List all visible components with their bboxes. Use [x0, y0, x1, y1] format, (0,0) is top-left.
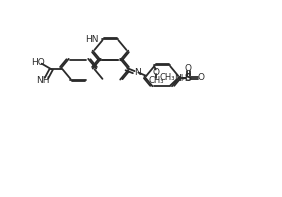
- Text: NH: NH: [174, 74, 188, 83]
- Text: O: O: [153, 68, 160, 77]
- Text: NH: NH: [36, 76, 50, 85]
- Text: O: O: [185, 64, 192, 73]
- Text: CH₃: CH₃: [160, 73, 175, 82]
- Text: S: S: [185, 73, 192, 83]
- Text: N: N: [134, 68, 141, 77]
- Text: O: O: [198, 73, 204, 82]
- Text: HO: HO: [31, 58, 45, 67]
- Text: CH₃: CH₃: [148, 76, 164, 85]
- Text: HN: HN: [85, 35, 99, 44]
